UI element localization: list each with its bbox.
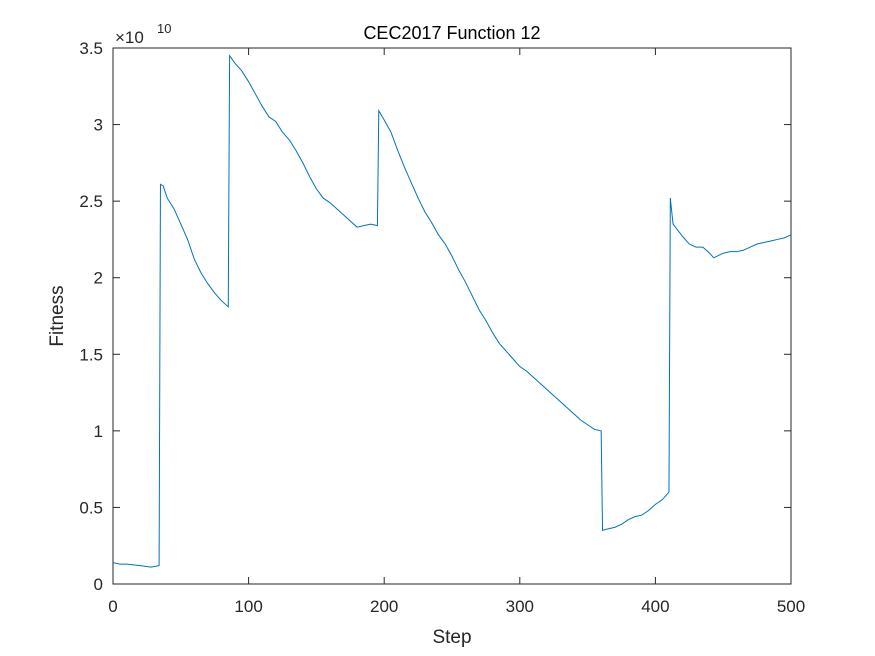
y-multiplier-base: ×10: [115, 28, 144, 47]
data-line: [112, 54, 792, 568]
x-tick-label: 200: [370, 597, 398, 616]
y-tick-label: 1.5: [79, 345, 103, 364]
y-multiplier-exponent: 10: [157, 21, 171, 36]
y-tick-label: 3: [94, 116, 103, 135]
x-tick-label: 400: [641, 597, 669, 616]
y-tick-label: 0: [94, 575, 103, 594]
x-tick-label: 0: [108, 597, 117, 616]
y-axis-label: Fitness: [47, 285, 68, 346]
y-tick-label: 2.5: [79, 192, 103, 211]
x-tick-label: 300: [506, 597, 534, 616]
y-tick-label: 0.5: [79, 498, 103, 517]
x-tick-label: 100: [234, 597, 262, 616]
y-tick-label: 1: [94, 422, 103, 441]
chart-title: CEC2017 Function 12: [363, 23, 540, 43]
y-tick-label: 3.5: [79, 39, 103, 58]
y-tick-label: 2: [94, 269, 103, 288]
x-axis-label: Step: [432, 627, 471, 648]
x-tick-label: 500: [777, 597, 805, 616]
axes-box: [112, 47, 792, 585]
